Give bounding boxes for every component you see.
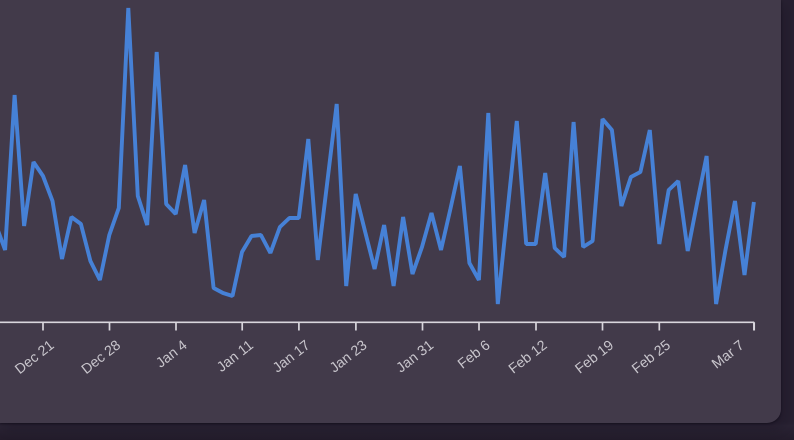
svg-text:Mar 7: Mar 7 [709, 337, 748, 372]
svg-text:Feb 6: Feb 6 [455, 337, 494, 372]
svg-text:Jan 4: Jan 4 [153, 337, 190, 371]
svg-text:Feb 19: Feb 19 [572, 337, 617, 377]
svg-text:Feb 25: Feb 25 [629, 337, 674, 377]
svg-text:Dec 28: Dec 28 [79, 337, 124, 377]
svg-text:Dec 21: Dec 21 [12, 337, 57, 377]
svg-text:Jan 31: Jan 31 [394, 337, 438, 376]
svg-text:Jan 23: Jan 23 [327, 337, 371, 376]
svg-text:Feb 12: Feb 12 [506, 337, 551, 377]
svg-text:Jan 11: Jan 11 [214, 337, 257, 375]
svg-text:Jan 17: Jan 17 [270, 337, 314, 376]
